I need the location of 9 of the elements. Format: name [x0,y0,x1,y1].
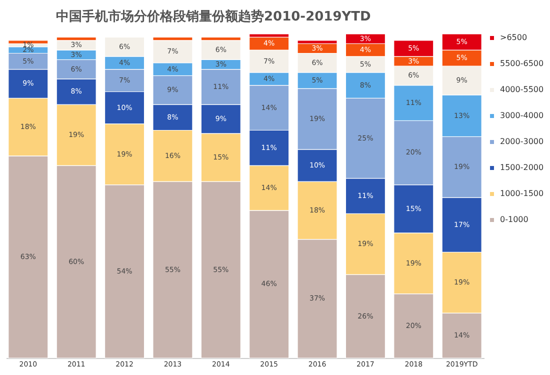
legend-label: 2000-3000 [500,137,544,146]
legend-label: 0-1000 [500,215,528,224]
chart-title: 中国手机市场分价格段销量份额趋势2010-2019YTD [56,8,372,25]
legend-label: 3000-4000 [500,111,544,120]
legend-label: 1000-1500 [500,189,544,198]
legend-label: >6500 [500,33,528,42]
legend-label: 5500-6500 [500,59,544,68]
legend-label: 4000-5500 [500,85,544,94]
legend-label: 1500-2000 [500,163,544,172]
